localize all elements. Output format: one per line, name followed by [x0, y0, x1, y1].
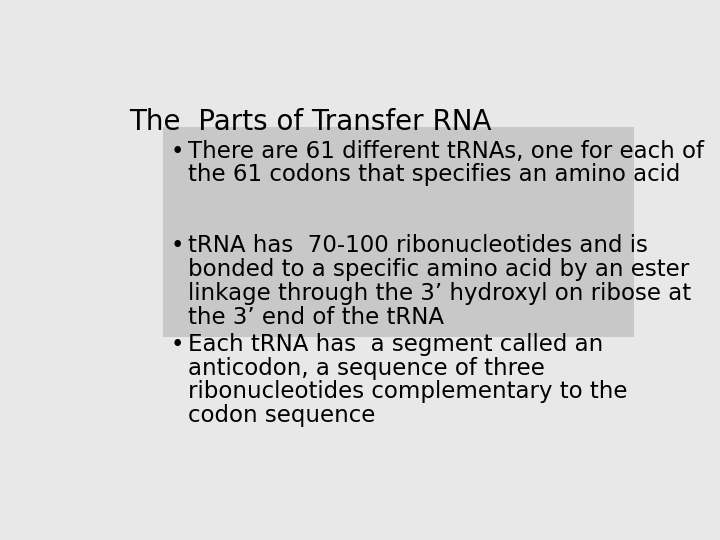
Text: The  Parts of Transfer RNA: The Parts of Transfer RNA [129, 109, 492, 137]
Text: the 61 codons that specifies an amino acid: the 61 codons that specifies an amino ac… [188, 163, 680, 186]
Text: •: • [171, 234, 184, 258]
Text: ribonucleotides complementary to the: ribonucleotides complementary to the [188, 380, 627, 403]
Text: •: • [171, 140, 184, 163]
Text: codon sequence: codon sequence [188, 404, 375, 427]
FancyBboxPatch shape [163, 127, 634, 337]
Text: bonded to a specific amino acid by an ester: bonded to a specific amino acid by an es… [188, 258, 689, 281]
Text: the 3’ end of the tRNA: the 3’ end of the tRNA [188, 306, 444, 328]
Text: anticodon, a sequence of three: anticodon, a sequence of three [188, 357, 544, 380]
Text: Each tRNA has  a segment called an: Each tRNA has a segment called an [188, 333, 603, 356]
Text: linkage through the 3’ hydroxyl on ribose at: linkage through the 3’ hydroxyl on ribos… [188, 282, 690, 305]
Text: tRNA has  70-100 ribonucleotides and is: tRNA has 70-100 ribonucleotides and is [188, 234, 647, 258]
Text: •: • [171, 333, 184, 356]
Text: There are 61 different tRNAs, one for each of: There are 61 different tRNAs, one for ea… [188, 140, 703, 163]
